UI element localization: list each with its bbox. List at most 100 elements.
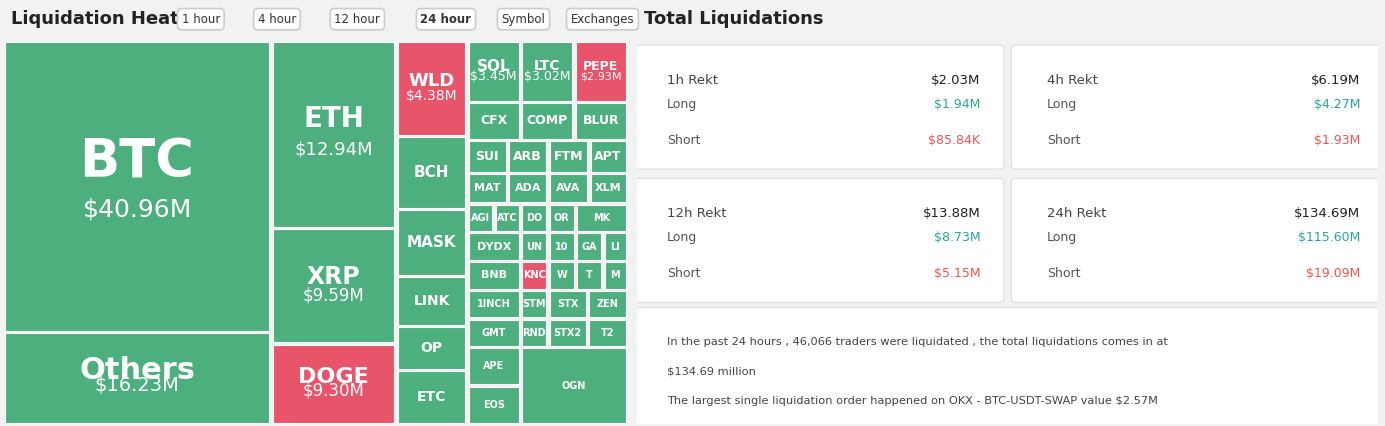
Bar [605, 262, 626, 288]
Bar [522, 233, 546, 260]
Text: $40.96M: $40.96M [82, 198, 191, 222]
Text: BLUR: BLUR [583, 115, 619, 127]
Text: AVA: AVA [557, 183, 580, 193]
Bar [605, 233, 626, 260]
Text: $2.93M: $2.93M [580, 71, 622, 81]
Bar [550, 291, 586, 317]
Bar [273, 42, 395, 227]
Bar [590, 141, 626, 172]
Text: RND: RND [522, 328, 546, 338]
Text: $12.94M: $12.94M [295, 141, 373, 158]
Text: OR: OR [554, 213, 569, 223]
Text: $3.45M: $3.45M [471, 69, 517, 83]
Text: Total Liquidations: Total Liquidations [644, 10, 824, 28]
Bar [273, 230, 395, 342]
Text: $2.03M: $2.03M [931, 74, 981, 87]
Bar [4, 333, 270, 423]
Text: ETC: ETC [417, 390, 446, 404]
Bar [578, 233, 601, 260]
Text: 4h Rekt: 4h Rekt [1047, 74, 1098, 87]
FancyBboxPatch shape [632, 45, 1004, 169]
Bar [468, 291, 519, 317]
Text: Liquidation Heatmap: Liquidation Heatmap [11, 10, 223, 28]
Text: AGI: AGI [471, 213, 490, 223]
Text: LI: LI [611, 242, 620, 251]
Text: MAT: MAT [474, 183, 500, 193]
FancyBboxPatch shape [632, 308, 1384, 426]
Bar [510, 141, 546, 172]
FancyBboxPatch shape [632, 178, 1004, 302]
Bar [397, 42, 465, 135]
Bar [510, 174, 546, 202]
Text: ZEN: ZEN [597, 299, 618, 309]
Text: Long: Long [666, 98, 697, 111]
Text: FTM: FTM [554, 150, 583, 163]
Bar [576, 42, 626, 101]
Text: 12 hour: 12 hour [334, 13, 381, 26]
Bar [273, 345, 395, 423]
Text: $9.59M: $9.59M [303, 286, 364, 304]
Text: M: M [611, 271, 620, 280]
Bar [397, 277, 465, 325]
Text: LINK: LINK [413, 294, 450, 308]
Text: OP: OP [421, 341, 443, 355]
Text: $16.23M: $16.23M [94, 376, 180, 395]
Text: Short: Short [666, 134, 701, 147]
Text: ARB: ARB [514, 150, 542, 163]
Bar [397, 327, 465, 369]
Bar [468, 174, 506, 202]
Text: ATC: ATC [497, 213, 518, 223]
Text: Exchanges: Exchanges [571, 13, 634, 26]
Bar [578, 204, 626, 231]
Bar [522, 348, 626, 423]
Text: XRP: XRP [307, 265, 360, 289]
Bar [468, 141, 506, 172]
Text: $4.27M: $4.27M [1314, 98, 1360, 111]
Text: MK: MK [593, 213, 609, 223]
Text: 4 hour: 4 hour [258, 13, 296, 26]
Bar [550, 174, 587, 202]
Text: $4.38M: $4.38M [406, 89, 457, 103]
Bar [550, 141, 587, 172]
Text: $19.09M: $19.09M [1306, 267, 1360, 280]
Text: LTC: LTC [535, 59, 561, 73]
Bar [468, 103, 519, 139]
Bar [468, 387, 519, 423]
Text: $85.84K: $85.84K [928, 134, 981, 147]
Text: CFX: CFX [481, 115, 507, 127]
Text: Short: Short [666, 267, 701, 280]
Text: PEPE: PEPE [583, 60, 619, 73]
Text: $134.69M: $134.69M [1294, 207, 1360, 221]
Bar [589, 320, 626, 346]
Text: COMP: COMP [526, 115, 568, 127]
Text: APE: APE [483, 361, 504, 371]
Text: GA: GA [582, 242, 597, 251]
Text: APT: APT [594, 150, 622, 163]
Bar [397, 138, 465, 208]
Text: WLD: WLD [409, 72, 454, 90]
Text: DOGE: DOGE [298, 367, 370, 387]
Bar [522, 42, 572, 101]
Text: $8.73M: $8.73M [933, 231, 981, 245]
Text: BCH: BCH [414, 165, 449, 180]
FancyBboxPatch shape [1011, 178, 1384, 302]
Text: Symbol: Symbol [501, 13, 546, 26]
Bar [522, 320, 546, 346]
Text: Short: Short [1047, 267, 1080, 280]
Text: KNC: KNC [524, 271, 546, 280]
Text: ETH: ETH [303, 105, 364, 133]
Text: DYDX: DYDX [476, 242, 511, 251]
Text: GMT: GMT [482, 328, 506, 338]
Text: XLM: XLM [594, 183, 622, 193]
Text: W: W [557, 271, 568, 280]
Bar [397, 371, 465, 423]
Text: BNB: BNB [481, 271, 507, 280]
Bar [576, 103, 626, 139]
Text: 24h Rekt: 24h Rekt [1047, 207, 1107, 221]
Text: Others: Others [79, 356, 195, 385]
Bar [550, 204, 573, 231]
Text: OGN: OGN [562, 380, 586, 391]
Text: T2: T2 [601, 328, 614, 338]
Text: $13.88M: $13.88M [922, 207, 981, 221]
Bar [550, 320, 586, 346]
